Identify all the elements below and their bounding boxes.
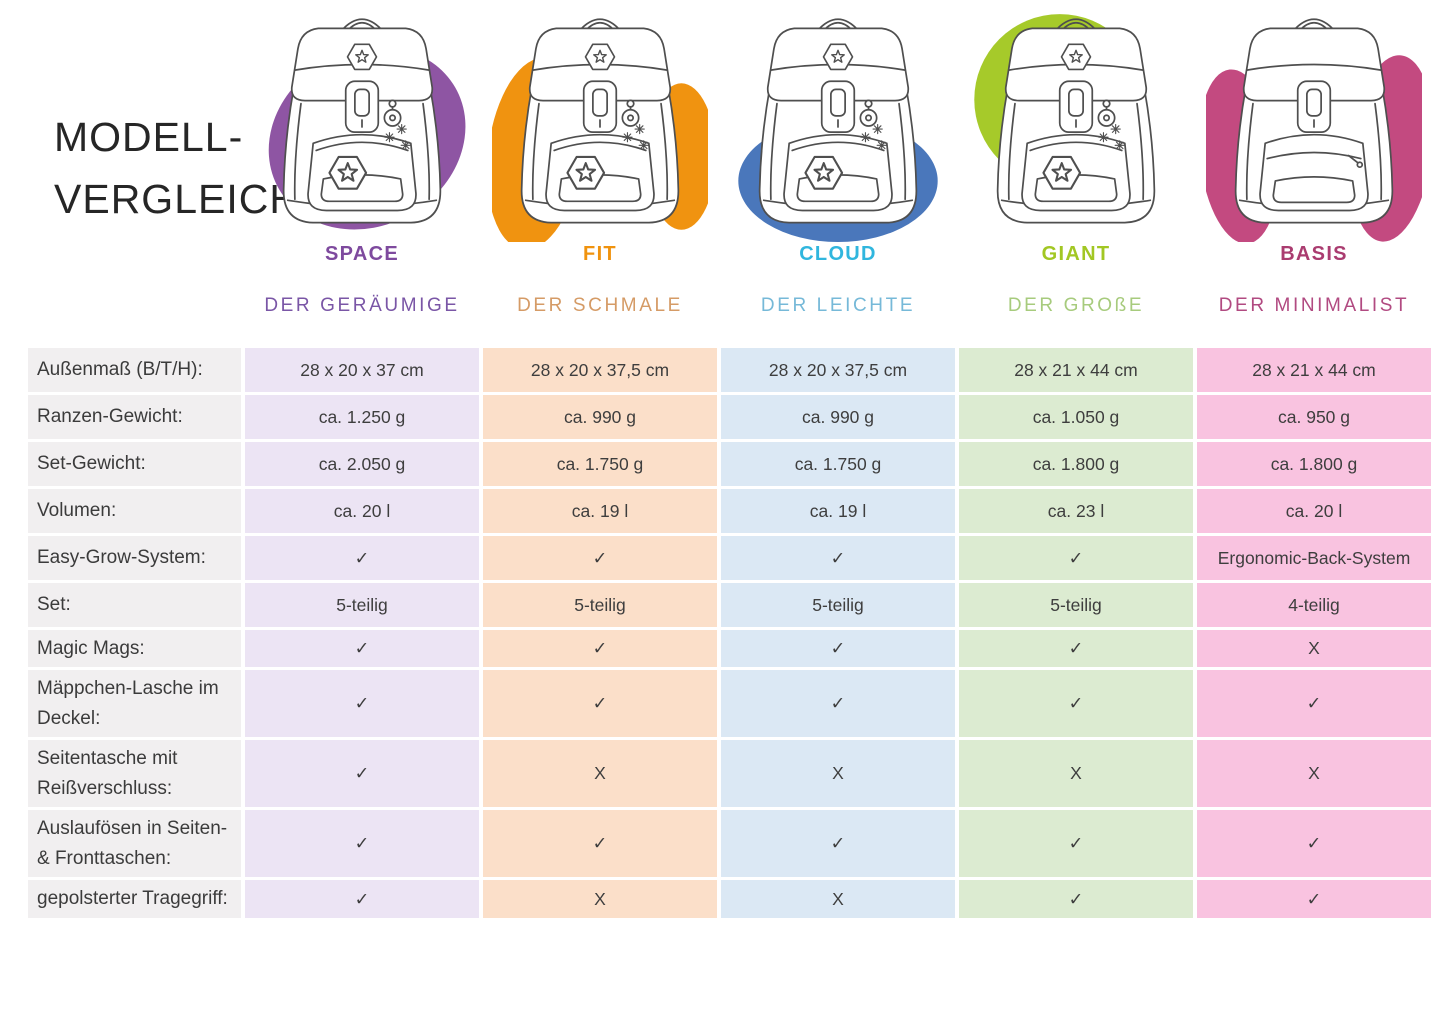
model-subtitle-basis: DER MINIMALIST [1218,295,1410,316]
table-cell: X [483,880,717,919]
table-cell: ✓ [483,670,717,738]
row-label: Auslaufösen in Seiten- & Fronttaschen: [28,810,241,878]
table-cell: 28 x 20 x 37,5 cm [721,348,955,392]
table-cell: ca. 950 g [1197,395,1431,439]
page-title-line-1: MODELL- [54,114,244,160]
table-cell: ca. 23 l [959,489,1193,533]
table-cell: ✓ [721,630,955,668]
table-cell: ✓ [959,630,1193,668]
model-column-giant: GIANT DER GROßE [959,6,1193,318]
row-label: Set: [28,583,241,627]
table-cell: 5-teilig [959,583,1193,627]
table-cell: ✓ [959,880,1193,919]
page-title: MODELL- VERGLEICH [28,6,300,318]
table-cell: ✓ [245,536,479,580]
table-cell: 4-teilig [1197,583,1431,627]
backpack-basis-illustration [1206,18,1422,242]
row-label: Volumen: [28,489,241,533]
table-cell: X [483,740,717,808]
table-cell: ca. 20 l [1197,489,1431,533]
table-cell: ✓ [245,880,479,919]
table-cell: ✓ [721,810,955,878]
table-cell: ✓ [483,630,717,668]
row-label: gepolsterter Tragegriff: [28,880,241,919]
table-cell: ca. 990 g [721,395,955,439]
row-label: Seitentasche mit Reißverschluss: [28,740,241,808]
table-cell: X [1197,740,1431,808]
table-cell: ca. 1.050 g [959,395,1193,439]
model-name-space: SPACE [325,243,399,265]
backpack-fit-illustration [492,6,708,242]
comparison-table: Außenmaß (B/T/H): 28 x 20 x 37 cm 28 x 20 … [28,348,1445,919]
row-label: Außenmaß (B/T/H): [28,348,241,392]
table-cell: ✓ [245,670,479,738]
model-name-giant: GIANT [1041,243,1111,265]
table-cell: ca. 19 l [483,489,717,533]
model-name-fit: FIT [583,243,617,265]
table-cell: ✓ [483,536,717,580]
table-cell: ✓ [959,810,1193,878]
row-label: Easy-Grow-System: [28,536,241,580]
table-cell: X [721,740,955,808]
table-cell: ✓ [721,670,955,738]
table-cell: ✓ [245,630,479,668]
model-column-basis: BASIS DER MINIMALIST [1197,6,1431,318]
table-cell: ca. 990 g [483,395,717,439]
table-cell: ✓ [1197,880,1431,919]
table-cell: ca. 1.250 g [245,395,479,439]
table-cell: 5-teilig [483,583,717,627]
row-label: Ranzen-Gewicht: [28,395,241,439]
table-cell: ca. 1.800 g [959,442,1193,486]
table-cell: ca. 19 l [721,489,955,533]
backpack-space-illustration [268,6,466,230]
table-cell: ca. 1.750 g [483,442,717,486]
table-cell: 5-teilig [245,583,479,627]
table-cell: X [959,740,1193,808]
comparison-sheet: MODELL- VERGLEICH SPACE DER GERÄUMIGE FI… [0,6,1445,1028]
table-cell: 28 x 21 x 44 cm [959,348,1193,392]
backpack-cloud-illustration [738,6,938,242]
table-cell: ✓ [1197,670,1431,738]
table-cell: ca. 1.800 g [1197,442,1431,486]
table-cell: 5-teilig [721,583,955,627]
model-subtitle-giant: DER GROßE [1007,295,1145,316]
table-cell: ✓ [245,740,479,808]
backpack-giant-illustration [974,14,1184,242]
row-label: Set-Gewicht: [28,442,241,486]
table-cell: X [1197,630,1431,668]
table-cell: ca. 1.750 g [721,442,955,486]
model-column-space: SPACE DER GERÄUMIGE [245,6,479,318]
table-cell: ✓ [959,536,1193,580]
table-cell: ✓ [959,670,1193,738]
table-cell: ✓ [245,810,479,878]
table-cell: 28 x 21 x 44 cm [1197,348,1431,392]
header: MODELL- VERGLEICH SPACE DER GERÄUMIGE FI… [28,6,1445,318]
model-subtitle-fit: DER SCHMALE [517,295,683,316]
model-column-fit: FIT DER SCHMALE [483,6,717,318]
table-cell: ✓ [1197,810,1431,878]
page-title-line-2: VERGLEICH [54,176,300,222]
table-cell: ✓ [721,536,955,580]
model-subtitle-cloud: DER LEICHTE [760,295,916,316]
table-cell: 28 x 20 x 37,5 cm [483,348,717,392]
table-cell: 28 x 20 x 37 cm [245,348,479,392]
model-name-cloud: CLOUD [799,243,877,265]
table-cell: ca. 20 l [245,489,479,533]
row-label: Mäppchen-Lasche im Deckel: [28,670,241,738]
table-cell: ca. 2.050 g [245,442,479,486]
model-column-cloud: CLOUD DER LEICHTE [721,6,955,318]
row-label: Magic Mags: [28,630,241,668]
table-cell: Ergonomic-Back-System [1197,536,1431,580]
table-cell: ✓ [483,810,717,878]
table-cell: X [721,880,955,919]
model-name-basis: BASIS [1280,243,1348,265]
model-subtitle-space: DER GERÄUMIGE [264,295,460,316]
